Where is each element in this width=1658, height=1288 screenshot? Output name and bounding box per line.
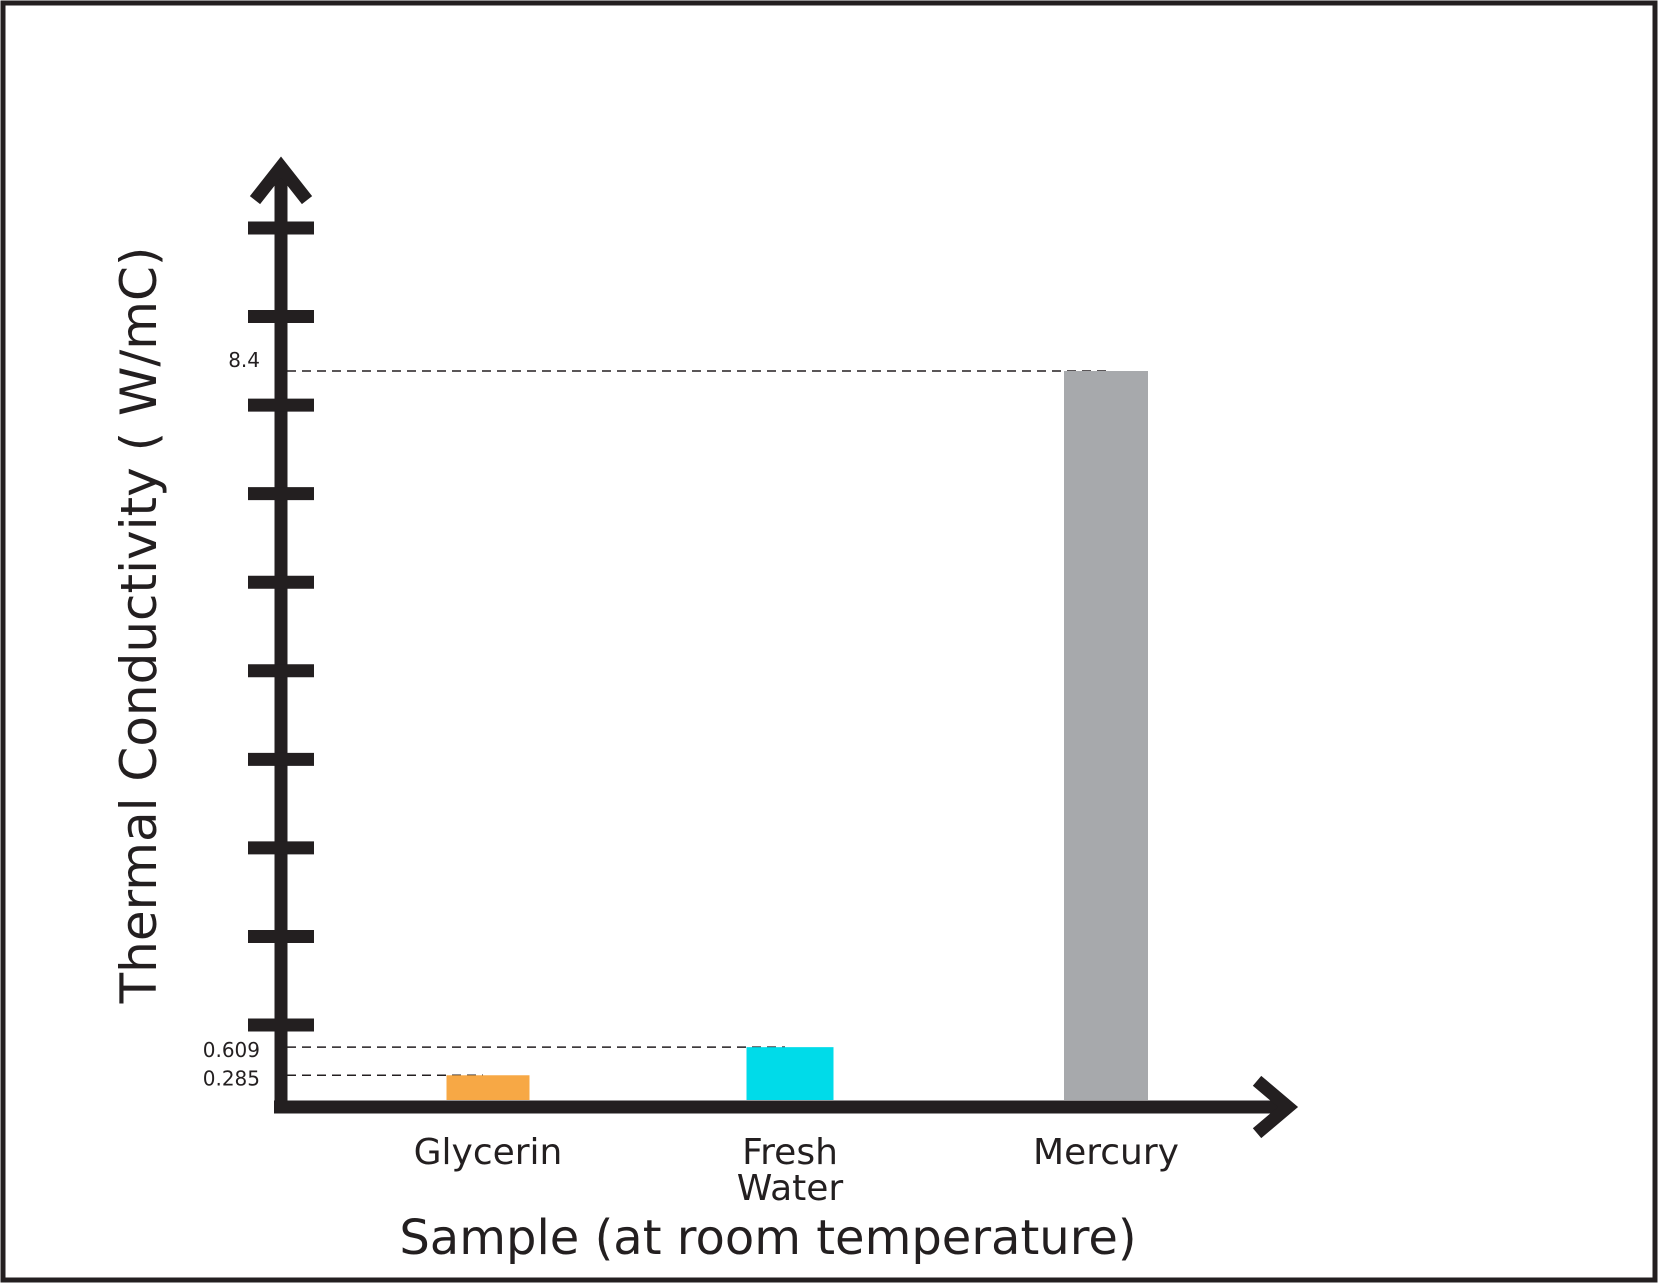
value-label: 0.285 (203, 1066, 260, 1090)
value-label: 8.4 (228, 348, 260, 372)
value-label: 0.609 (203, 1038, 260, 1062)
y-axis-title: Thermal Conductivity ( W/mC) (110, 247, 168, 1005)
reference-lines (287, 370, 1106, 1077)
category-label: Mercury (1033, 1132, 1179, 1173)
bars (446, 371, 1148, 1100)
value-labels: 0.285 0.609 8.4 (203, 348, 260, 1090)
x-axis-title: Sample (at room temperature) (399, 1210, 1136, 1266)
category-label: Water (737, 1168, 844, 1209)
bar-glycerin (446, 1075, 530, 1100)
x-axis-arrowhead (1252, 1075, 1299, 1139)
y-axis-arrowhead (249, 156, 313, 205)
y-ticks (248, 221, 314, 1032)
category-label: Glycerin (414, 1132, 563, 1173)
axes (249, 156, 1299, 1139)
bar-fresh-water (746, 1047, 834, 1100)
category-label: Fresh (742, 1132, 838, 1173)
bar-mercury (1064, 371, 1148, 1100)
